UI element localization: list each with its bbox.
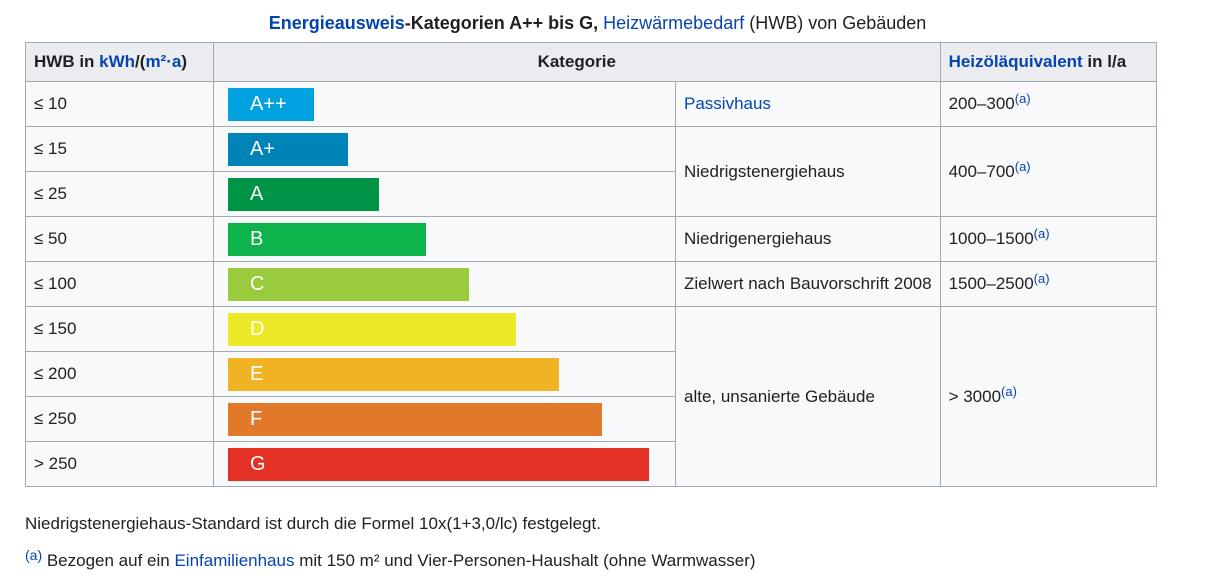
category-cell: A	[213, 171, 676, 217]
table-row: ≤ 25 A	[25, 171, 1157, 217]
category-bar-aplusplus: A++	[228, 87, 314, 121]
category-cell: E	[213, 351, 676, 397]
hwb-value: ≤ 15	[25, 126, 214, 172]
category-cell: D	[213, 306, 676, 352]
category-bar-a: A	[228, 177, 379, 211]
category-cell: F	[213, 396, 676, 442]
caption-text-end: (HWB) von Gebäuden	[744, 13, 927, 33]
hwb-value: ≤ 250	[25, 396, 214, 442]
oil-value: 200–300	[948, 94, 1015, 113]
footnote-ref[interactable]: (a)	[1014, 91, 1031, 106]
header-kategorie: Kategorie	[213, 42, 941, 82]
passivhaus-link[interactable]: Passivhaus	[684, 94, 771, 113]
header-hwb-mid: /(	[135, 52, 146, 71]
oil-equivalent: > 3000(a)	[939, 306, 1157, 487]
category-bar-e: E	[228, 357, 560, 391]
hwb-value: ≤ 25	[25, 171, 214, 217]
einfamilienhaus-link[interactable]: Einfamilienhaus	[174, 551, 295, 570]
table-caption: Energieausweis-Kategorien A++ bis G, Hei…	[0, 13, 1195, 34]
hwb-value: ≤ 150	[25, 306, 214, 352]
table-row: ≤ 100 C Zielwert nach Bauvorschrift 2008 15…	[25, 261, 1157, 307]
footnote-ref[interactable]: (a)	[1014, 158, 1031, 174]
header-hwb: HWB in kWh/(m²·a)	[25, 42, 214, 82]
hwb-value: > 250	[25, 441, 214, 487]
footnote-ref[interactable]: (a)	[1033, 271, 1050, 286]
category-cell: G	[213, 441, 676, 487]
hwb-value: ≤ 10	[25, 81, 214, 127]
oil-value: > 3000	[948, 386, 1002, 406]
building-type: Zielwert nach Bauvorschrift 2008	[675, 261, 941, 307]
energy-category-table: HWB in kWh/(m²·a) Kategorie Heizöläquiva…	[25, 42, 1157, 487]
table-row: ≤ 50 B Niedrigenergiehaus 1000–1500(a)	[25, 216, 1157, 262]
oil-equivalent: 200–300(a)	[939, 81, 1157, 127]
category-bar-d: D	[228, 312, 517, 346]
category-bar-g: G	[228, 447, 650, 481]
building-type: alte, unsanierte Gebäude	[675, 306, 941, 487]
hwb-value: ≤ 200	[25, 351, 214, 397]
header-hwb-text: HWB in	[34, 52, 100, 71]
building-type: Passivhaus	[675, 81, 941, 127]
category-cell: C	[213, 261, 676, 307]
m2a-link[interactable]: m²·a	[145, 52, 182, 71]
header-heizoel-suffix: in l/a	[1082, 52, 1127, 71]
footnote-a: (a) Bezogen auf ein Einfamilienhaus mit …	[25, 548, 756, 571]
kwh-link[interactable]: kWh	[99, 52, 136, 71]
footnote-formula: Niedrigstenergiehaus-Standard ist durch …	[25, 514, 601, 533]
oil-value: 1500–2500	[948, 274, 1034, 293]
oil-value: 1000–1500	[948, 229, 1034, 248]
hwb-value: ≤ 100	[25, 261, 214, 307]
oil-equivalent: 1500–2500(a)	[939, 261, 1157, 307]
heizwaermebedarf-link[interactable]: Heizwärmebedarf	[603, 13, 745, 33]
table-row: ≤ 10 A++ Passivhaus 200–300(a)	[25, 81, 1157, 127]
hwb-value: ≤ 50	[25, 216, 214, 262]
energieausweis-link[interactable]: Energieausweis	[268, 13, 405, 33]
building-type: Niedrigenergiehaus	[675, 216, 941, 262]
table-row: > 250 G	[25, 441, 1157, 487]
header-heizoel: Heizöläquivalent in l/a	[939, 42, 1157, 82]
header-hwb-suffix: )	[181, 52, 188, 71]
footnote-a-pre: Bezogen auf ein	[42, 551, 175, 570]
table-row: ≤ 15 A+ Niedrigstenergiehaus 400–700(a)	[25, 126, 1157, 217]
building-type: Niedrigstenergiehaus	[675, 126, 941, 217]
oil-value: 400–700	[948, 161, 1015, 181]
caption-text: -Kategorien A++ bis G,	[404, 13, 604, 33]
oil-equivalent: 400–700(a)	[939, 126, 1157, 217]
heizoelaequivalent-link[interactable]: Heizöläquivalent	[948, 52, 1083, 71]
category-cell: A+	[213, 126, 676, 172]
category-cell: A++	[213, 81, 676, 127]
table-row: ≤ 200 E	[25, 351, 1157, 397]
footnote-ref-mark[interactable]: (a)	[25, 547, 43, 563]
header-row: HWB in kWh/(m²·a) Kategorie Heizöläquiva…	[25, 42, 1157, 82]
category-bar-c: C	[228, 267, 469, 301]
category-cell: B	[213, 216, 676, 262]
oil-equivalent: 1000–1500(a)	[939, 216, 1157, 262]
table-row: ≤ 250 F	[25, 396, 1157, 442]
footnote-ref[interactable]: (a)	[1033, 226, 1050, 241]
category-bar-aplus: A+	[228, 132, 349, 166]
category-bar-f: F	[228, 402, 603, 436]
category-bar-b: B	[228, 222, 426, 256]
footnote-ref[interactable]: (a)	[1001, 383, 1017, 399]
footnote-a-post: mit 150 m² und Vier-Personen-Haushalt (o…	[294, 551, 756, 570]
